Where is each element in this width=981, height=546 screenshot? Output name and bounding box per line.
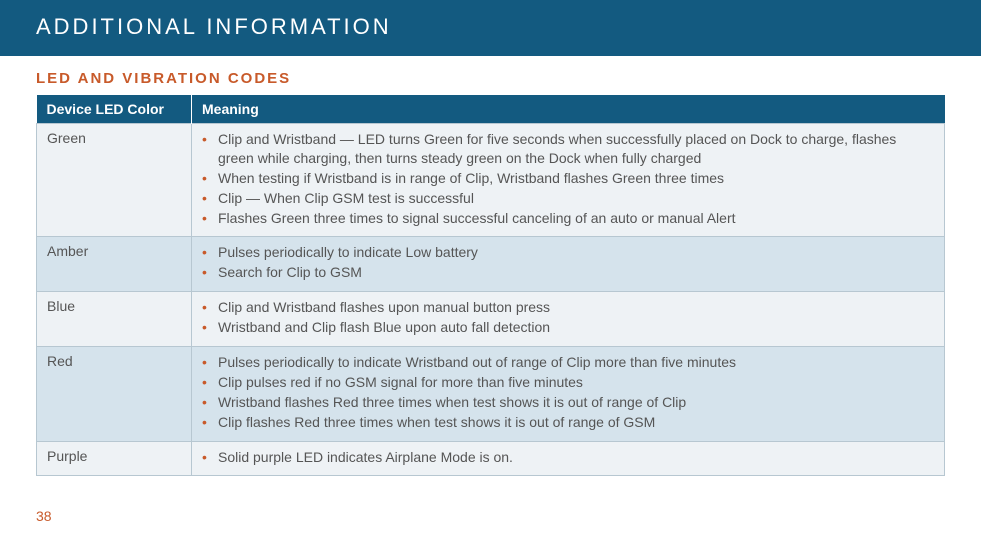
- page-number: 38: [36, 508, 52, 524]
- meaning-list: Pulses periodically to indicate Low batt…: [202, 243, 934, 282]
- section-subhead: LED AND VIBRATION CODES: [0, 56, 981, 95]
- led-color-cell: Amber: [37, 237, 192, 292]
- led-codes-table: Device LED Color Meaning Green Clip and W…: [36, 95, 945, 476]
- meaning-list: Clip and Wristband — LED turns Green for…: [202, 130, 934, 227]
- table-row: Purple Solid purple LED indicates Airplan…: [37, 441, 945, 476]
- meaning-item: Pulses periodically to indicate Wristban…: [202, 353, 934, 372]
- meaning-item: Clip pulses red if no GSM signal for mor…: [202, 373, 934, 392]
- meaning-item: Clip — When Clip GSM test is successful: [202, 189, 934, 208]
- meaning-cell: Clip and Wristband — LED turns Green for…: [192, 124, 945, 237]
- page-root: ADDITIONAL INFORMATION LED AND VIBRATION…: [0, 0, 981, 546]
- banner-title: ADDITIONAL INFORMATION: [36, 14, 392, 39]
- led-color-cell: Purple: [37, 441, 192, 476]
- table-header-row: Device LED Color Meaning: [37, 95, 945, 124]
- table-row: Amber Pulses periodically to indicate Low…: [37, 237, 945, 292]
- led-color-cell: Blue: [37, 292, 192, 347]
- meaning-cell: Clip and Wristband flashes upon manual b…: [192, 292, 945, 347]
- meaning-item: Clip and Wristband flashes upon manual b…: [202, 298, 934, 317]
- table-body: Green Clip and Wristband — LED turns Gree…: [37, 124, 945, 476]
- table-row: Red Pulses periodically to indicate Wrist…: [37, 347, 945, 442]
- meaning-list: Pulses periodically to indicate Wristban…: [202, 353, 934, 432]
- table-header-color: Device LED Color: [37, 95, 192, 124]
- meaning-list: Solid purple LED indicates Airplane Mode…: [202, 448, 934, 467]
- table-container: Device LED Color Meaning Green Clip and W…: [0, 95, 981, 476]
- meaning-item: When testing if Wristband is in range of…: [202, 169, 934, 188]
- meaning-item: Wristband and Clip flash Blue upon auto …: [202, 318, 934, 337]
- table-header-meaning: Meaning: [192, 95, 945, 124]
- subhead-title: LED AND VIBRATION CODES: [36, 70, 291, 87]
- meaning-list: Clip and Wristband flashes upon manual b…: [202, 298, 934, 337]
- meaning-item: Flashes Green three times to signal succ…: [202, 209, 934, 228]
- led-color-cell: Green: [37, 124, 192, 237]
- meaning-cell: Solid purple LED indicates Airplane Mode…: [192, 441, 945, 476]
- meaning-item: Solid purple LED indicates Airplane Mode…: [202, 448, 934, 467]
- meaning-cell: Pulses periodically to indicate Low batt…: [192, 237, 945, 292]
- table-row: Blue Clip and Wristband flashes upon manu…: [37, 292, 945, 347]
- meaning-cell: Pulses periodically to indicate Wristban…: [192, 347, 945, 442]
- meaning-item: Clip flashes Red three times when test s…: [202, 413, 934, 432]
- section-banner: ADDITIONAL INFORMATION: [0, 0, 981, 56]
- meaning-item: Pulses periodically to indicate Low batt…: [202, 243, 934, 262]
- meaning-item: Search for Clip to GSM: [202, 263, 934, 282]
- table-row: Green Clip and Wristband — LED turns Gree…: [37, 124, 945, 237]
- meaning-item: Wristband flashes Red three times when t…: [202, 393, 934, 412]
- led-color-cell: Red: [37, 347, 192, 442]
- meaning-item: Clip and Wristband — LED turns Green for…: [202, 130, 934, 168]
